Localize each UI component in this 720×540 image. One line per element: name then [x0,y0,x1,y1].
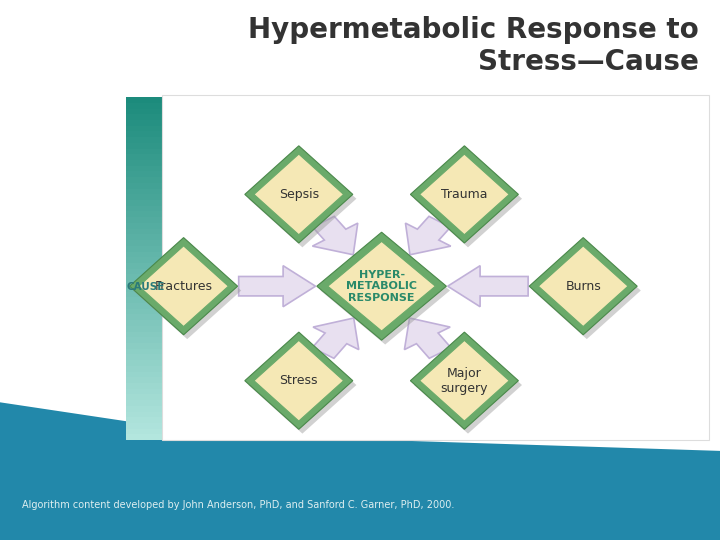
Text: CAUSE: CAUSE [127,282,165,292]
Polygon shape [405,318,451,359]
Bar [126,303,166,309]
Polygon shape [139,246,228,327]
Bar [126,109,166,114]
Polygon shape [420,154,509,235]
Bar [126,148,166,154]
Bar [126,263,166,269]
Bar [126,194,166,200]
Bar [126,274,166,280]
Polygon shape [533,242,641,339]
Polygon shape [245,146,353,243]
Polygon shape [539,246,628,327]
Bar [126,320,166,326]
Bar [126,166,166,172]
Text: Hypermetabolic Response to
Stress—Cause: Hypermetabolic Response to Stress—Cause [248,16,698,76]
Polygon shape [320,237,450,345]
Bar [126,354,166,360]
Polygon shape [420,340,509,421]
Polygon shape [317,232,446,340]
Bar [126,332,166,337]
Polygon shape [405,217,451,255]
Polygon shape [312,318,359,359]
Polygon shape [254,340,343,421]
Bar [126,372,166,377]
Bar [126,177,166,183]
Text: Major
surgery: Major surgery [441,367,488,395]
Polygon shape [312,217,358,255]
Text: Trauma: Trauma [441,188,487,201]
Bar [126,240,166,246]
Bar [126,246,166,252]
Bar [126,217,166,223]
Polygon shape [448,266,528,307]
Bar [126,212,166,217]
Bar [126,257,166,263]
Polygon shape [529,238,637,335]
Bar [126,103,166,109]
Bar [126,120,166,126]
Bar [126,292,166,297]
Bar [126,126,166,131]
Polygon shape [254,154,343,235]
Bar [126,131,166,137]
Polygon shape [248,336,356,434]
Bar [126,429,166,434]
Bar [126,377,166,383]
Polygon shape [410,332,518,429]
Bar [126,206,166,212]
Bar [126,200,166,206]
Bar [126,183,166,188]
Bar [126,297,166,303]
Bar [126,343,166,349]
Bar [126,406,166,411]
Bar [126,394,166,400]
Bar [126,280,166,286]
Polygon shape [328,241,436,331]
Bar [126,286,166,292]
Bar [126,411,166,417]
Polygon shape [239,266,315,307]
Bar [126,160,166,166]
Bar [126,154,166,160]
Text: Sepsis: Sepsis [279,188,319,201]
Bar [126,326,166,332]
Bar [126,309,166,314]
Bar [126,314,166,320]
Bar [126,143,166,148]
Bar [126,417,166,423]
Bar [126,228,166,234]
Bar [126,423,166,429]
Bar [126,337,166,343]
Text: Stress: Stress [279,374,318,387]
Text: Burns: Burns [565,280,601,293]
Text: Fractures: Fractures [155,280,212,293]
Bar [126,188,166,194]
Bar [126,172,166,177]
Bar [126,223,166,228]
Bar [126,349,166,354]
Bar [126,234,166,240]
Bar [126,360,166,366]
Bar [126,366,166,372]
Bar [126,114,166,120]
Polygon shape [133,242,241,339]
Bar [126,252,166,257]
Bar [126,97,166,103]
Polygon shape [410,146,518,243]
Bar [126,383,166,389]
Polygon shape [414,336,522,434]
Text: Algorithm content developed by John Anderson, PhD, and Sanford C. Garner, PhD, 2: Algorithm content developed by John Ande… [22,500,454,510]
Polygon shape [245,332,353,429]
Bar [126,137,166,143]
Bar [126,434,166,440]
Text: HYPER-
METABOLIC
RESPONSE: HYPER- METABOLIC RESPONSE [346,269,417,303]
Bar [126,400,166,406]
Bar [126,269,166,274]
Bar [162,94,709,440]
Polygon shape [130,238,238,335]
Polygon shape [248,150,356,247]
Polygon shape [0,402,720,540]
Polygon shape [414,150,522,247]
Bar [126,389,166,394]
